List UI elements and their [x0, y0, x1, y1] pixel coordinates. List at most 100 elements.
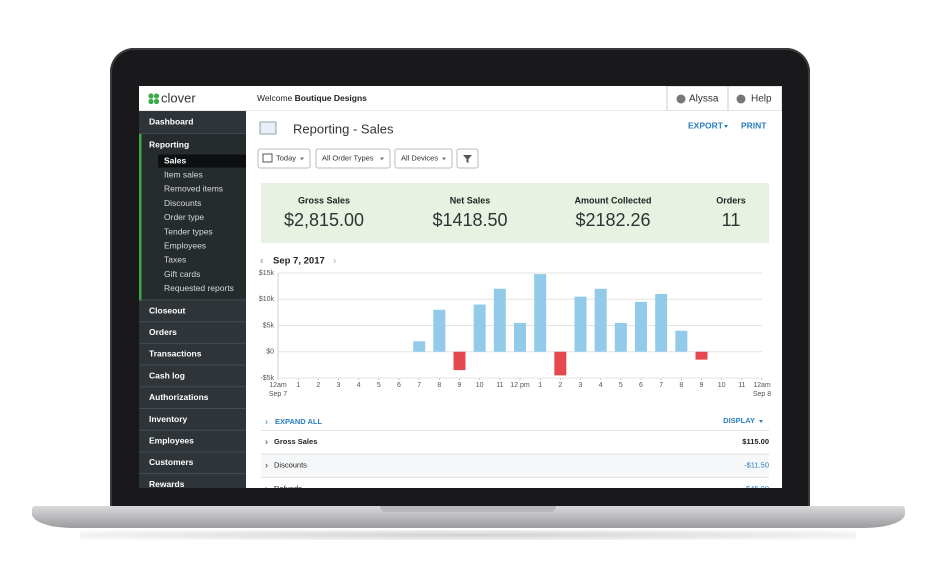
bar[interactable] [554, 351, 567, 376]
nav-item[interactable]: Employees [149, 435, 194, 445]
bar[interactable] [675, 330, 688, 352]
nav-subitem[interactable]: Order type [164, 212, 204, 222]
screen: clover Welcome Boutique Designs Alyssa H… [139, 86, 782, 488]
nav-subitem[interactable]: Tender types [164, 226, 213, 236]
bar[interactable] [635, 301, 647, 352]
user-name[interactable]: Alyssa [689, 94, 719, 105]
bar[interactable] [594, 288, 607, 352]
caret [724, 125, 728, 128]
clover-icon [148, 93, 160, 105]
bar[interactable] [614, 322, 627, 352]
nav-subitem[interactable]: Taxes [164, 255, 186, 265]
bar[interactable] [514, 322, 526, 352]
welcome: Welcome Boutique Designs [257, 93, 367, 103]
row-label[interactable]: Refunds [274, 484, 302, 488]
row-label[interactable]: Discounts [274, 460, 307, 469]
bar[interactable] [453, 351, 466, 371]
x-tick-label: 7 [659, 382, 663, 389]
nav-item[interactable]: Transactions [149, 349, 202, 359]
x-tick-label: 4 [357, 382, 361, 389]
x-tick-label: 12am [269, 382, 287, 389]
filter-label[interactable]: Today [276, 153, 296, 162]
x-tick-label: 7 [417, 382, 421, 389]
nav-subitem[interactable]: Item sales [164, 169, 203, 179]
nav-item[interactable]: Inventory [149, 414, 188, 424]
nav-subitem[interactable]: Removed items [164, 184, 223, 194]
x-tick-label: 10 [718, 382, 726, 389]
summary-label: Orders [716, 195, 746, 205]
nav-subitem[interactable]: Discounts [164, 198, 201, 208]
row-label[interactable]: Gross Sales [274, 437, 317, 446]
nav-active [158, 154, 246, 168]
report-icon [259, 121, 277, 135]
welcome-text: Welcome [257, 93, 293, 103]
expand-arrow: › [265, 416, 268, 426]
x-tick-sublabel: Sep 8 [753, 391, 771, 398]
action-button[interactable]: PRINT [741, 120, 767, 130]
nav-item[interactable]: Dashboard [149, 116, 193, 126]
summary-value: $2,815.00 [284, 210, 364, 230]
y-tick-label: $15k [259, 270, 275, 277]
nav-item[interactable]: Rewards [149, 479, 185, 488]
y-tick-label: $5k [263, 322, 275, 329]
nav-item[interactable]: Closeout [149, 305, 186, 315]
laptop-base [32, 506, 905, 528]
filter-dropdown[interactable] [315, 148, 391, 169]
logo: clover [161, 90, 196, 105]
bar[interactable] [433, 309, 446, 352]
shadow [80, 530, 856, 540]
summary-label: Amount Collected [574, 195, 651, 205]
caret [759, 420, 763, 423]
x-tick-label: 5 [377, 382, 381, 389]
help-label[interactable]: Help [751, 94, 772, 105]
bar[interactable] [695, 351, 708, 360]
store-name: Boutique Designs [295, 93, 368, 103]
nav-subitem[interactable]: Sales [164, 155, 186, 165]
action-button[interactable]: EXPORT [688, 120, 724, 130]
display-button[interactable]: DISPLAY [723, 416, 755, 425]
prev-arrow[interactable]: ‹ [260, 256, 263, 267]
nav-subitem[interactable]: Gift cards [164, 269, 200, 279]
nav-item[interactable]: Orders [149, 327, 177, 337]
caret [300, 157, 304, 161]
expand-all[interactable]: EXPAND ALL [275, 417, 323, 426]
row-bg [261, 454, 769, 478]
bar[interactable] [655, 294, 668, 352]
x-tick-label: 11 [738, 382, 745, 389]
nav-item[interactable]: Customers [149, 457, 194, 467]
y-tick-label: $10k [259, 296, 275, 303]
bar[interactable] [473, 304, 486, 352]
nav-subitem[interactable]: Requested reports [164, 283, 234, 293]
filter-dropdown[interactable] [394, 148, 453, 169]
bar[interactable] [534, 274, 547, 352]
nav-item[interactable]: Cash log [149, 370, 185, 380]
bar[interactable] [574, 296, 587, 352]
nav-item[interactable]: Authorizations [149, 392, 209, 402]
bar[interactable] [413, 341, 426, 352]
row-arrow: › [265, 436, 268, 446]
summary-label: Net Sales [450, 195, 491, 205]
x-tick-label: 10 [476, 382, 484, 389]
x-tick-label: 8 [437, 382, 441, 389]
user-icon [676, 94, 686, 104]
laptop-notch [380, 506, 556, 512]
filter-label[interactable]: All Devices [401, 153, 438, 162]
x-tick-label: 9 [700, 382, 704, 389]
next-arrow[interactable]: › [333, 256, 336, 267]
summary-value: 11 [722, 210, 741, 230]
page-title: Reporting - Sales [293, 121, 394, 136]
x-tick-label: 8 [679, 382, 683, 389]
nav-subitem[interactable]: Employees [164, 240, 206, 250]
x-tick-label: 9 [458, 382, 462, 389]
summary-value: $1418.50 [432, 210, 507, 230]
x-tick-label: 12 pm [510, 382, 530, 389]
filter-label[interactable]: All Order Types [322, 153, 374, 162]
y-tick-label: $0 [266, 349, 274, 356]
x-tick-label: 6 [639, 382, 643, 389]
help-icon [736, 94, 746, 104]
caret [380, 157, 384, 161]
nav-item[interactable]: Reporting [149, 139, 189, 149]
row-value: -$45.00 [744, 484, 769, 488]
bar[interactable] [493, 288, 506, 352]
